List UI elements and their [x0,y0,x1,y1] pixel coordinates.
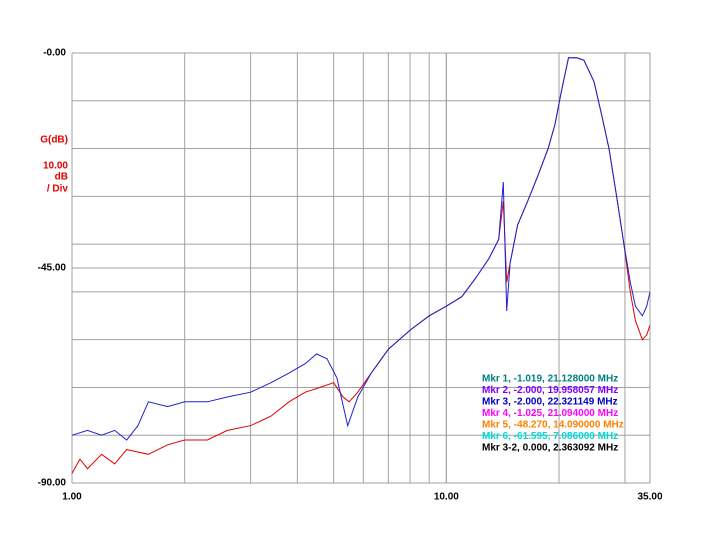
marker-readout: Mkr 5, -48.270, 14.090000 MHz [482,420,624,431]
y-axis-label: 10.00 [43,161,68,172]
marker-readout: Mkr 4, -1.025, 21.094000 MHz [482,408,618,419]
x-tick-label: 35.00 [637,492,662,503]
trace [71,57,651,441]
y-tick-label: -0.00 [43,48,66,59]
y-axis-label: G(dB) [40,135,68,146]
y-tick-label: -45.00 [38,263,67,274]
y-axis-label: / Div [47,184,69,195]
y-tick-label: -90.00 [38,478,67,489]
marker-readout: Mkr 1, -1.019, 21.128000 MHz [482,374,618,385]
marker-readout: Mkr 3, -2.000, 22.321149 MHz [482,397,618,408]
marker-readout: Mkr 2, -2.000, 19.958057 MHz [482,385,618,396]
y-axis-label: dB [55,172,68,183]
x-tick-label: 10.00 [434,492,459,503]
marker-readout: Mkr 6, -61.595, 7.086000 MHz [482,431,618,442]
marker-readout: Mkr 3-2, 0.000, 2.363092 MHz [482,443,618,454]
x-tick-label: 1.00 [62,492,82,503]
